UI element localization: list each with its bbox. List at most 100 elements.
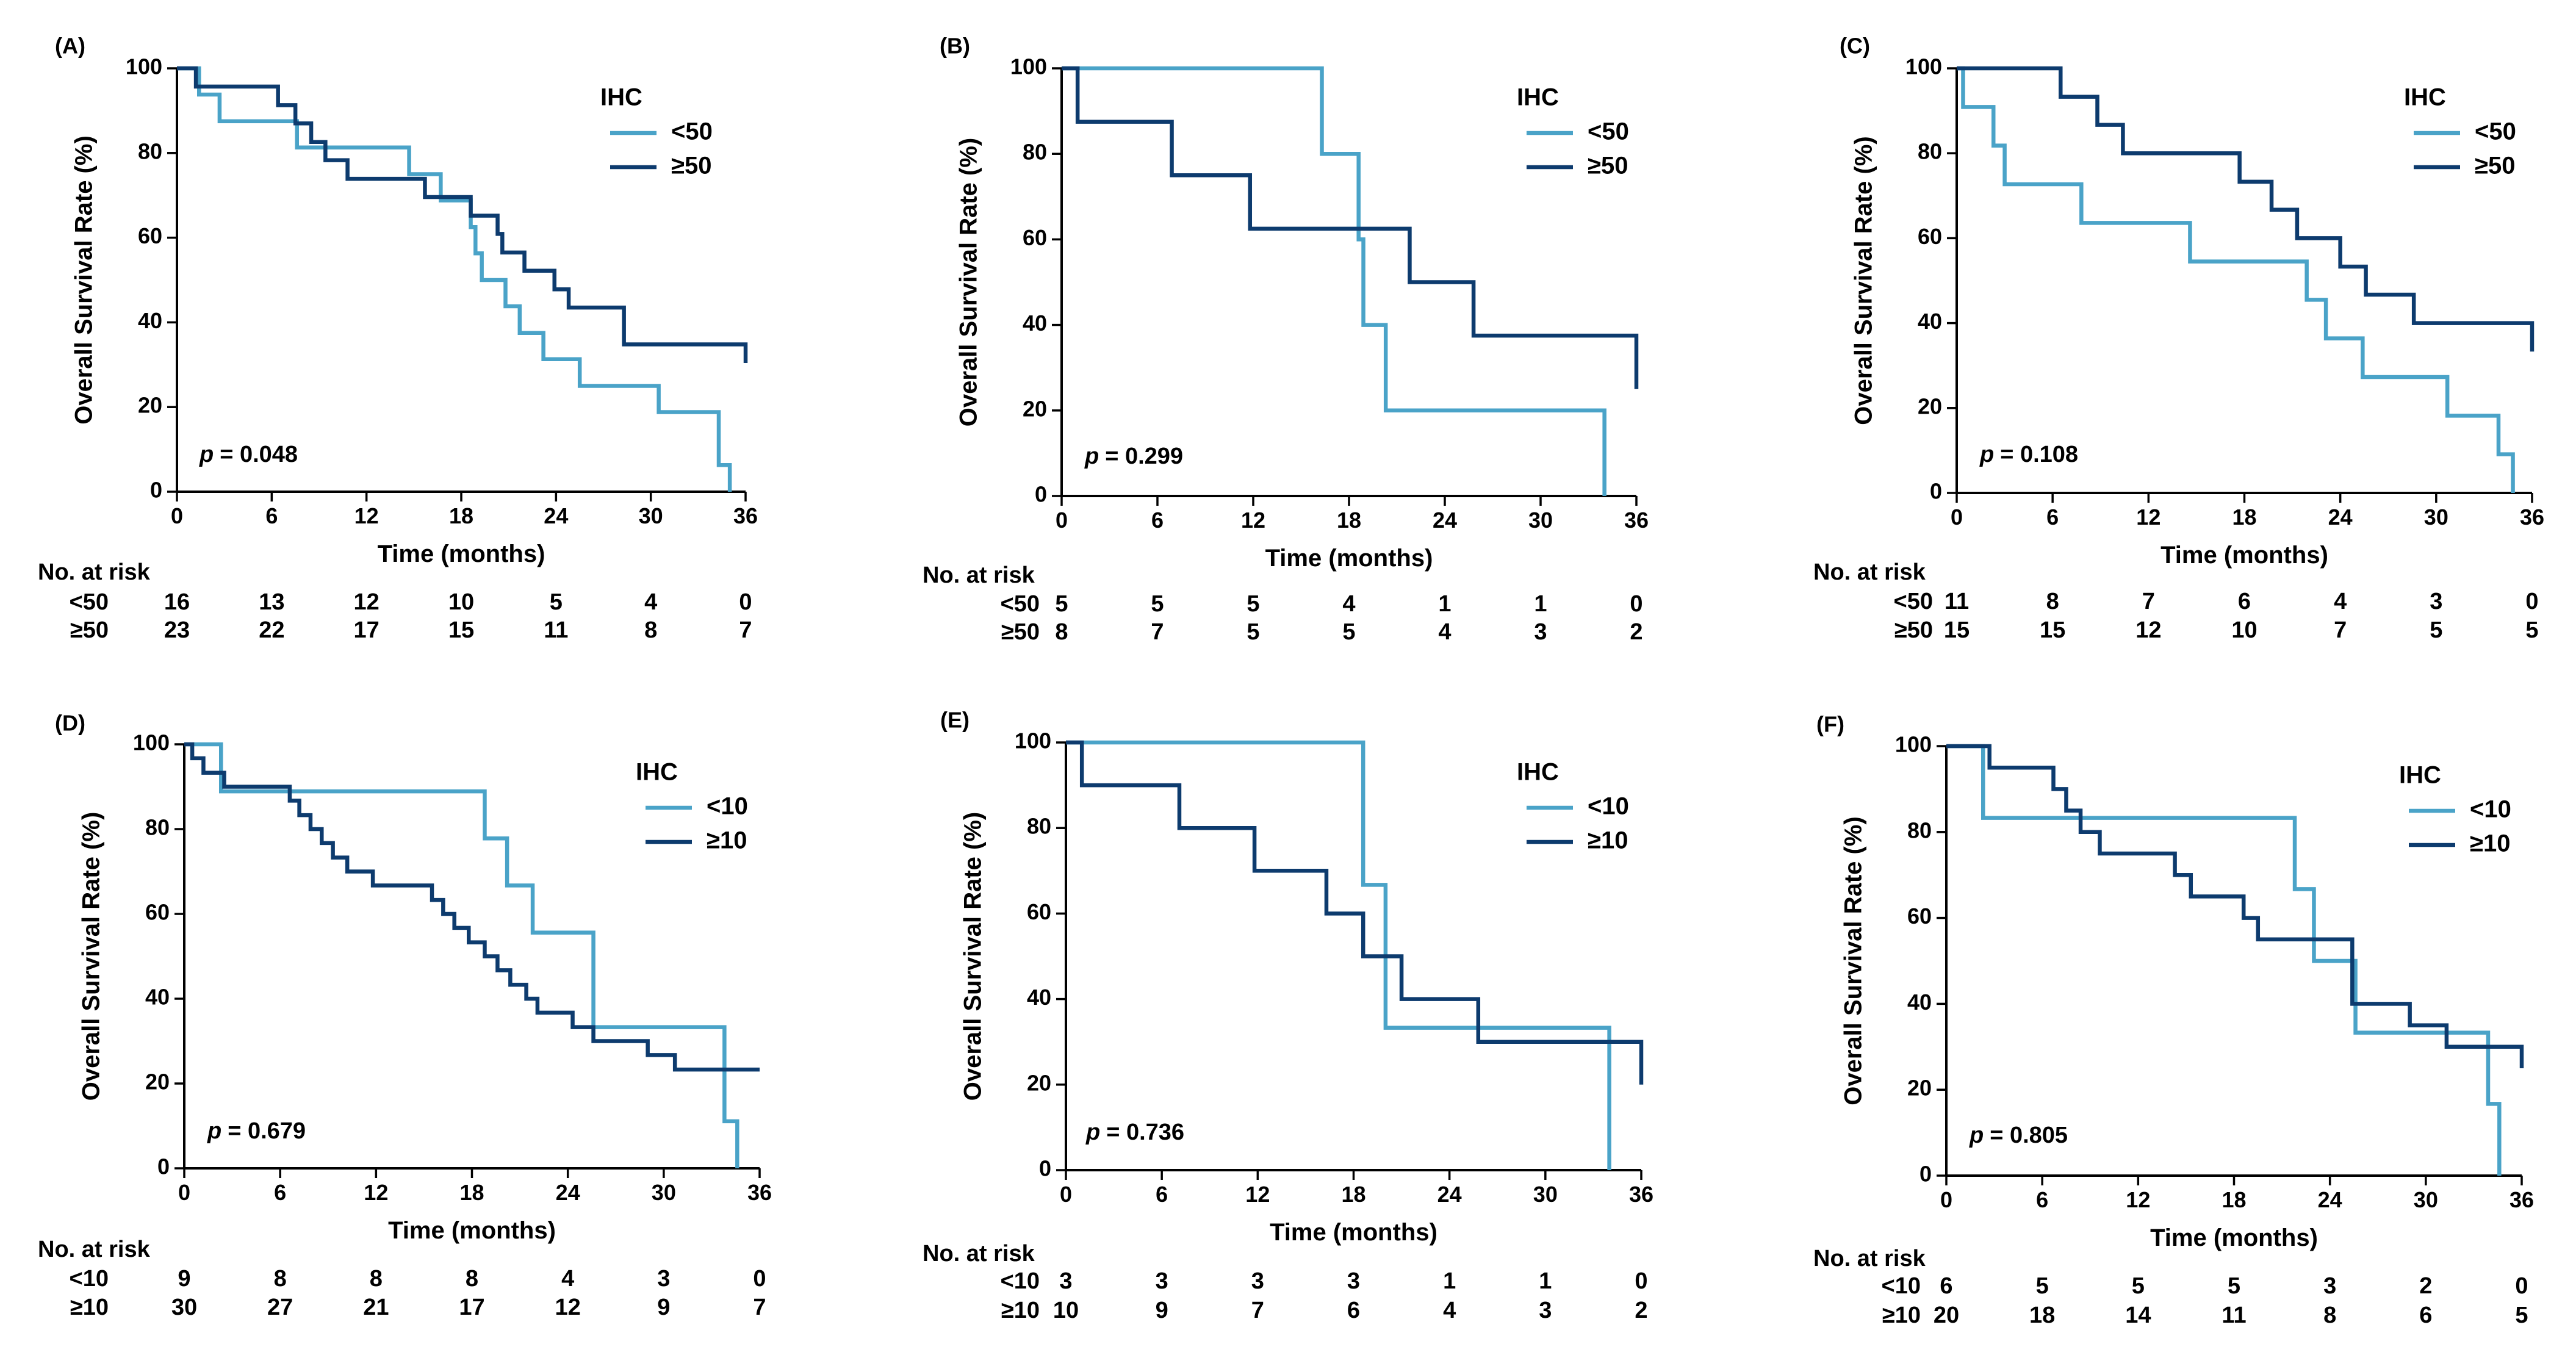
y-tick-label: 0	[1919, 1162, 1932, 1187]
y-tick-label: 80	[1907, 818, 1932, 843]
y-tick-label: 80	[1027, 814, 1051, 839]
x-tick-label: 36	[747, 1180, 772, 1205]
y-tick-label: 40	[1023, 311, 1047, 336]
y-tick-label: 40	[1907, 990, 1932, 1015]
x-tick-label: 18	[1341, 1182, 1365, 1207]
risk-row-label: ≥10	[1001, 1298, 1040, 1323]
p-number: = 0.736	[1106, 1120, 1184, 1145]
risk-value: 3	[1347, 1268, 1360, 1294]
risk-value: 5	[1342, 619, 1355, 645]
legend-label: <50	[1588, 118, 1629, 145]
y-tick-label: 0	[1930, 479, 1942, 504]
x-tick-label: 12	[1241, 508, 1265, 533]
x-tick-label: 36	[2509, 1187, 2534, 1212]
risk-value: 0	[2525, 589, 2538, 614]
risk-table-title: No. at risk	[923, 1241, 1035, 1267]
risk-row-label: ≥50	[1894, 617, 1933, 643]
risk-value: 4	[561, 1266, 574, 1292]
x-tick-label: 12	[1245, 1182, 1270, 1207]
legend-title: IHC	[636, 759, 678, 786]
legend-label: ≥50	[671, 153, 711, 179]
x-tick-label: 6	[265, 503, 278, 528]
risk-value: 8	[1055, 619, 1068, 645]
legend-title: IHC	[1517, 84, 1559, 111]
km-curve-high	[1066, 740, 1644, 1085]
x-tick-label: 30	[652, 1180, 676, 1205]
risk-row-label: <50	[1001, 591, 1040, 617]
km-curve-high	[1946, 744, 2524, 1068]
risk-value: 5	[1247, 591, 1259, 617]
risk-value: 17	[459, 1295, 484, 1320]
risk-value: 11	[1945, 589, 1969, 614]
x-tick-label: 30	[1528, 508, 1553, 533]
risk-row-label: <10	[1882, 1273, 1921, 1299]
p-number: = 0.679	[228, 1118, 306, 1144]
y-axis-title: Overall Survival Rate (%)	[960, 812, 987, 1101]
y-tick-label: 100	[133, 730, 170, 755]
risk-value: 9	[178, 1266, 190, 1292]
x-tick-label: 24	[544, 503, 568, 528]
panel-label: (F)	[1816, 712, 1844, 737]
p-number: = 0.108	[2000, 442, 2078, 467]
risk-value: 4	[1438, 619, 1451, 645]
risk-value: 2	[1635, 1298, 1647, 1323]
risk-value: 5	[2036, 1273, 2049, 1299]
x-tick-label: 30	[1533, 1182, 1558, 1207]
risk-value: 14	[2125, 1303, 2151, 1328]
risk-value: 21	[363, 1295, 389, 1320]
x-axis-title: Time (months)	[1270, 1219, 1437, 1246]
panel-label: (B)	[940, 34, 970, 59]
panel-label: (A)	[55, 34, 85, 59]
risk-value: 3	[1534, 619, 1547, 645]
risk-table-title: No. at risk	[38, 1237, 151, 1262]
risk-table-title: No. at risk	[1813, 559, 1926, 585]
risk-value: 0	[1630, 591, 1642, 617]
y-tick-label: 60	[1918, 224, 1942, 249]
risk-row-label: ≥10	[70, 1295, 109, 1320]
legend-title: IHC	[2399, 762, 2441, 789]
x-tick-label: 0	[171, 503, 183, 528]
risk-row-label: <10	[70, 1266, 109, 1292]
km-curve-low	[1066, 740, 1611, 1170]
risk-value: 6	[1940, 1273, 1952, 1299]
risk-value: 10	[448, 589, 474, 615]
legend-label: ≥10	[707, 827, 747, 854]
risk-value: 3	[657, 1266, 670, 1292]
risk-value: 1	[1539, 1268, 1552, 1294]
y-axis-title: Overall Survival Rate (%)	[1840, 816, 1867, 1105]
x-tick-label: 6	[2046, 505, 2059, 530]
x-tick-label: 24	[556, 1180, 580, 1205]
x-axis-title: Time (months)	[388, 1217, 556, 1244]
risk-value: 3	[1251, 1268, 1264, 1294]
x-tick-label: 18	[2222, 1187, 2246, 1212]
y-tick-label: 100	[1905, 54, 1942, 79]
legend-label: ≥10	[1588, 827, 1628, 854]
y-tick-label: 0	[1035, 482, 1047, 507]
risk-value: 27	[267, 1295, 293, 1320]
y-tick-label: 0	[1039, 1156, 1051, 1181]
risk-value: 8	[644, 617, 657, 643]
risk-value: 11	[544, 617, 568, 643]
risk-value: 8	[370, 1266, 383, 1292]
p-value: p = 0.736	[1085, 1120, 1184, 1145]
risk-value: 5	[1151, 591, 1164, 617]
risk-value: 3	[1156, 1268, 1168, 1294]
panel-label: (E)	[940, 708, 970, 733]
panel-label: (C)	[1840, 34, 1870, 59]
x-tick-label: 0	[1056, 508, 1068, 533]
y-tick-label: 60	[145, 900, 170, 925]
risk-value: 7	[753, 1295, 766, 1320]
risk-value: 6	[2419, 1303, 2432, 1328]
risk-value: 5	[1247, 619, 1259, 645]
risk-row-label: <50	[1894, 589, 1933, 614]
risk-value: 8	[2046, 589, 2059, 614]
legend-label: <10	[2470, 796, 2511, 823]
legend-title: IHC	[2404, 84, 2446, 111]
risk-value: 9	[1156, 1298, 1168, 1323]
y-tick-label: 0	[150, 478, 162, 503]
p-symbol: p	[1084, 444, 1099, 469]
km-curve-low	[1062, 66, 1606, 496]
risk-value: 8	[2323, 1303, 2336, 1328]
risk-value: 30	[171, 1295, 197, 1320]
